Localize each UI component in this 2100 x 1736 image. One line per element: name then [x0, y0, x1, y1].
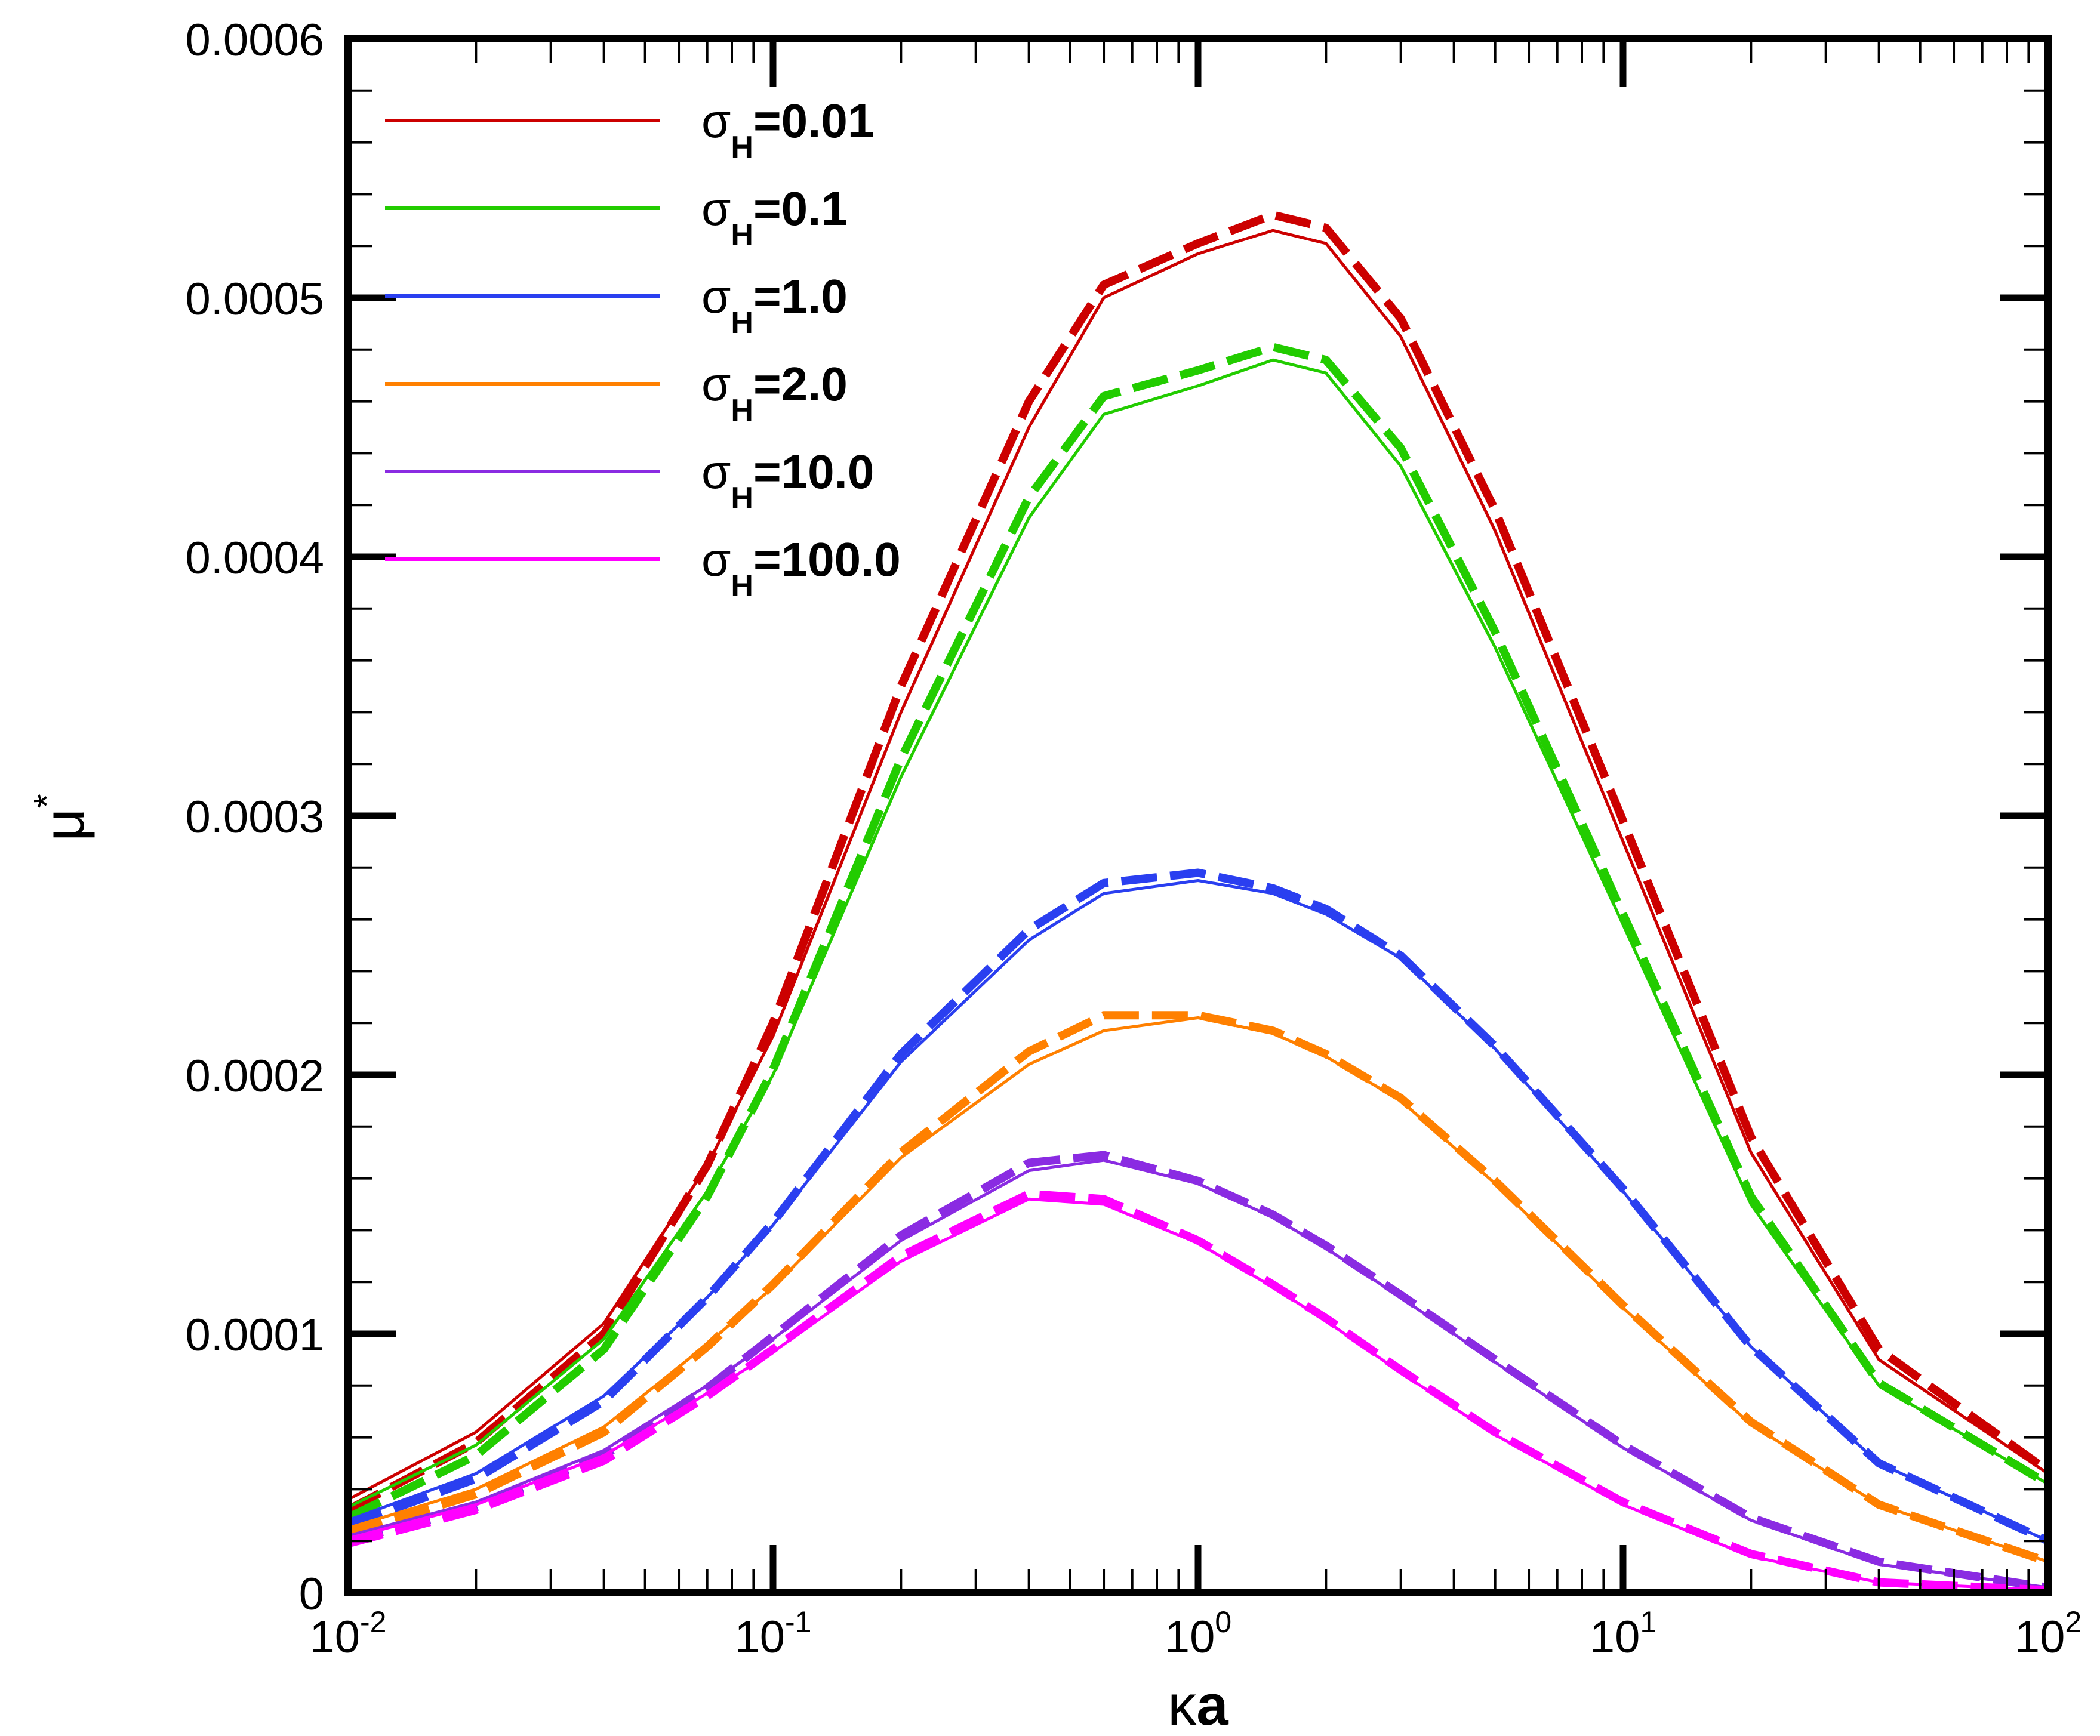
legend-label-5: σH=100.0 — [701, 533, 901, 603]
y-tick-label-5: 0.0005 — [186, 274, 324, 325]
series-2-solid-line — [347, 879, 2049, 1543]
series-4-dashed-line — [347, 1151, 2049, 1592]
y-axis-greek: μ — [32, 808, 96, 841]
legend-item: σH=1.0 — [385, 270, 848, 340]
y-axis-sup: * — [27, 794, 68, 808]
y-tick-label-0: 0 — [299, 1569, 324, 1620]
curves-layer — [346, 211, 2051, 1595]
y-tick-label-3: 0.0003 — [186, 792, 324, 843]
series-1-solid-line — [347, 358, 2049, 1509]
x-tick-label-2: 100 — [1165, 1605, 1231, 1663]
series-5-dashed-line — [347, 1189, 2049, 1595]
x-axis-title: κa — [1168, 1673, 1228, 1736]
series-0-dashed-line — [346, 211, 2051, 1514]
series-0-solid-line — [347, 229, 2049, 1501]
legend-item: σH=0.1 — [385, 182, 848, 252]
y-tick-label-6: 0.0006 — [186, 15, 324, 66]
legend-item: σH=2.0 — [385, 357, 848, 428]
labels-layer: 0 0.0001 0.0002 0.0003 0.0004 0.0005 0.0006 10-… — [186, 15, 2082, 1663]
series-3-dashed-line — [346, 1011, 2050, 1566]
legend-item: σH=100.0 — [385, 533, 901, 603]
series-3-solid-line — [347, 1016, 2049, 1564]
legend-item: σH=0.01 — [385, 94, 874, 165]
x-tick-label-1: 10-1 — [734, 1605, 811, 1663]
ticks-layer — [344, 35, 2048, 1596]
x-tick-label-3: 101 — [1590, 1605, 1656, 1663]
y-tick-label-2: 0.0002 — [186, 1051, 324, 1102]
legend: σH=0.01 σH=0.1 σH=1.0 σH=2.0 σH=10.0 σH=100.0 — [385, 94, 901, 603]
series-5-solid-line — [347, 1197, 2049, 1592]
legend-label-0: σH=0.01 — [701, 94, 874, 165]
legend-label-2: σH=1.0 — [701, 270, 848, 340]
legend-label-3: σH=2.0 — [701, 357, 848, 428]
plot-frame — [344, 35, 2052, 1596]
y-axis-title: μ* — [27, 794, 96, 841]
legend-label-4: σH=10.0 — [701, 445, 874, 516]
series-4-solid-line — [347, 1158, 2049, 1589]
legend-item: σH=10.0 — [385, 445, 874, 516]
x-tick-label-4: 102 — [2015, 1605, 2081, 1663]
series-1-dashed-line — [346, 343, 2050, 1522]
svg-text:μ*: μ* — [27, 794, 96, 841]
x-tick-label-0: 10-2 — [309, 1605, 386, 1663]
y-tick-label-4: 0.0004 — [186, 533, 324, 584]
legend-label-1: σH=0.1 — [701, 182, 848, 252]
y-tick-label-1: 0.0001 — [186, 1310, 324, 1361]
